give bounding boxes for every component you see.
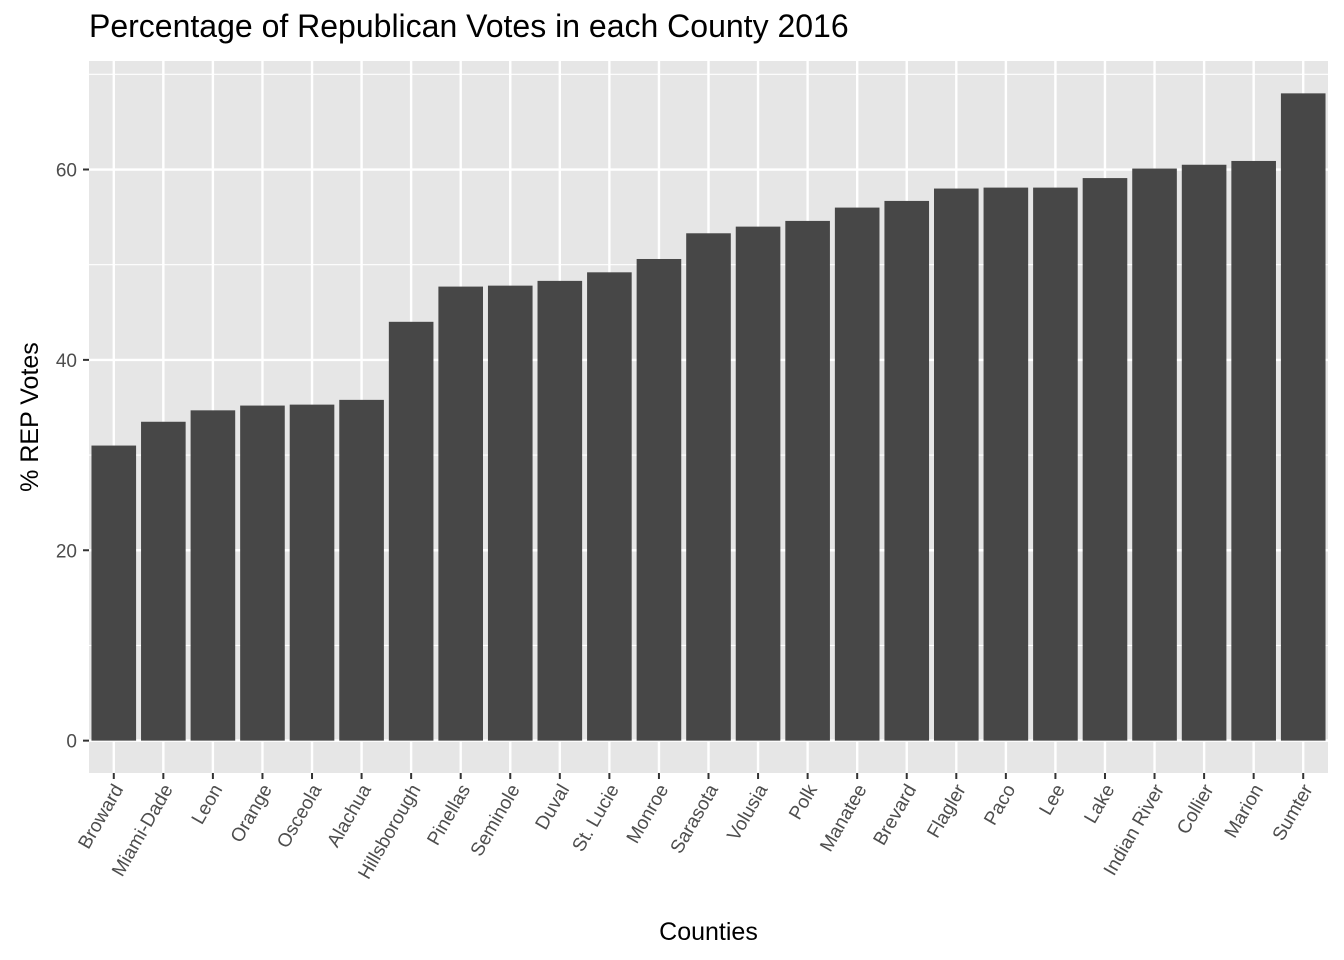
bars-group xyxy=(91,93,1326,741)
bar-brevard xyxy=(884,200,930,741)
bar-monroe xyxy=(636,258,682,741)
bar-flagler xyxy=(933,188,979,741)
x-tick-label: Seminole xyxy=(467,781,525,860)
x-tick-label: Collier xyxy=(1173,780,1218,838)
x-tick-label: Orange xyxy=(227,781,277,846)
x-tick-label: Polk xyxy=(785,781,822,824)
x-tick-label: Sumter xyxy=(1269,780,1318,844)
bar-marion xyxy=(1231,160,1276,741)
x-tick-label: Broward xyxy=(75,781,129,853)
bar-paco xyxy=(983,187,1029,741)
bar-broward xyxy=(91,445,137,741)
bar-duval xyxy=(537,280,583,741)
x-tick-label: Volusia xyxy=(724,781,773,845)
y-tick-label: 40 xyxy=(56,351,77,372)
x-tick-label: Leon xyxy=(188,781,227,828)
bar-indian-river xyxy=(1132,168,1177,741)
y-tick-label: 20 xyxy=(56,541,77,562)
bar-hillsborough xyxy=(388,321,434,741)
x-tick-label: Marion xyxy=(1221,781,1268,842)
x-tick-label: Monroe xyxy=(623,781,673,847)
x-tick-label: Osceola xyxy=(273,781,326,852)
x-tick-label: Paco xyxy=(980,781,1020,829)
y-axis-title: % REP Votes xyxy=(16,342,44,492)
bar-volusia xyxy=(735,226,781,741)
bar-lake xyxy=(1082,178,1128,741)
x-tick-label: Pinellas xyxy=(424,781,475,849)
x-tick-label: Duval xyxy=(532,781,574,834)
chart-title: Percentage of Republican Votes in each C… xyxy=(89,8,849,44)
x-tick-label: Sarasota xyxy=(667,781,723,858)
x-tick-label: Manatee xyxy=(816,781,871,856)
x-tick-label: Alachua xyxy=(323,781,376,851)
x-tick-label: St. Lucie xyxy=(569,781,624,856)
x-tick-label: Flagler xyxy=(923,780,971,841)
bar-pinellas xyxy=(438,286,484,741)
bar-st-lucie xyxy=(587,272,632,741)
bar-osceola xyxy=(289,404,335,741)
bar-collier xyxy=(1181,164,1227,741)
x-tick-label: Lake xyxy=(1081,781,1120,827)
y-axis: 0 20 40 60 xyxy=(56,161,89,753)
bar-alachua xyxy=(339,399,384,741)
bar-sumter xyxy=(1280,93,1326,741)
bar-seminole xyxy=(487,285,533,741)
bar-polk xyxy=(785,220,830,741)
bar-lee xyxy=(1033,187,1078,741)
bar-manatee xyxy=(834,207,880,741)
y-tick-label: 0 xyxy=(66,732,77,753)
x-tick-label: Brevard xyxy=(870,781,921,849)
x-axis-title: Counties xyxy=(659,918,758,946)
y-tick-label: 60 xyxy=(56,161,77,182)
bar-miami-dade xyxy=(141,421,186,741)
bar-orange xyxy=(240,405,285,741)
bar-leon xyxy=(190,410,236,741)
bar-sarasota xyxy=(686,233,731,741)
x-tick-label: Lee xyxy=(1036,781,1070,819)
